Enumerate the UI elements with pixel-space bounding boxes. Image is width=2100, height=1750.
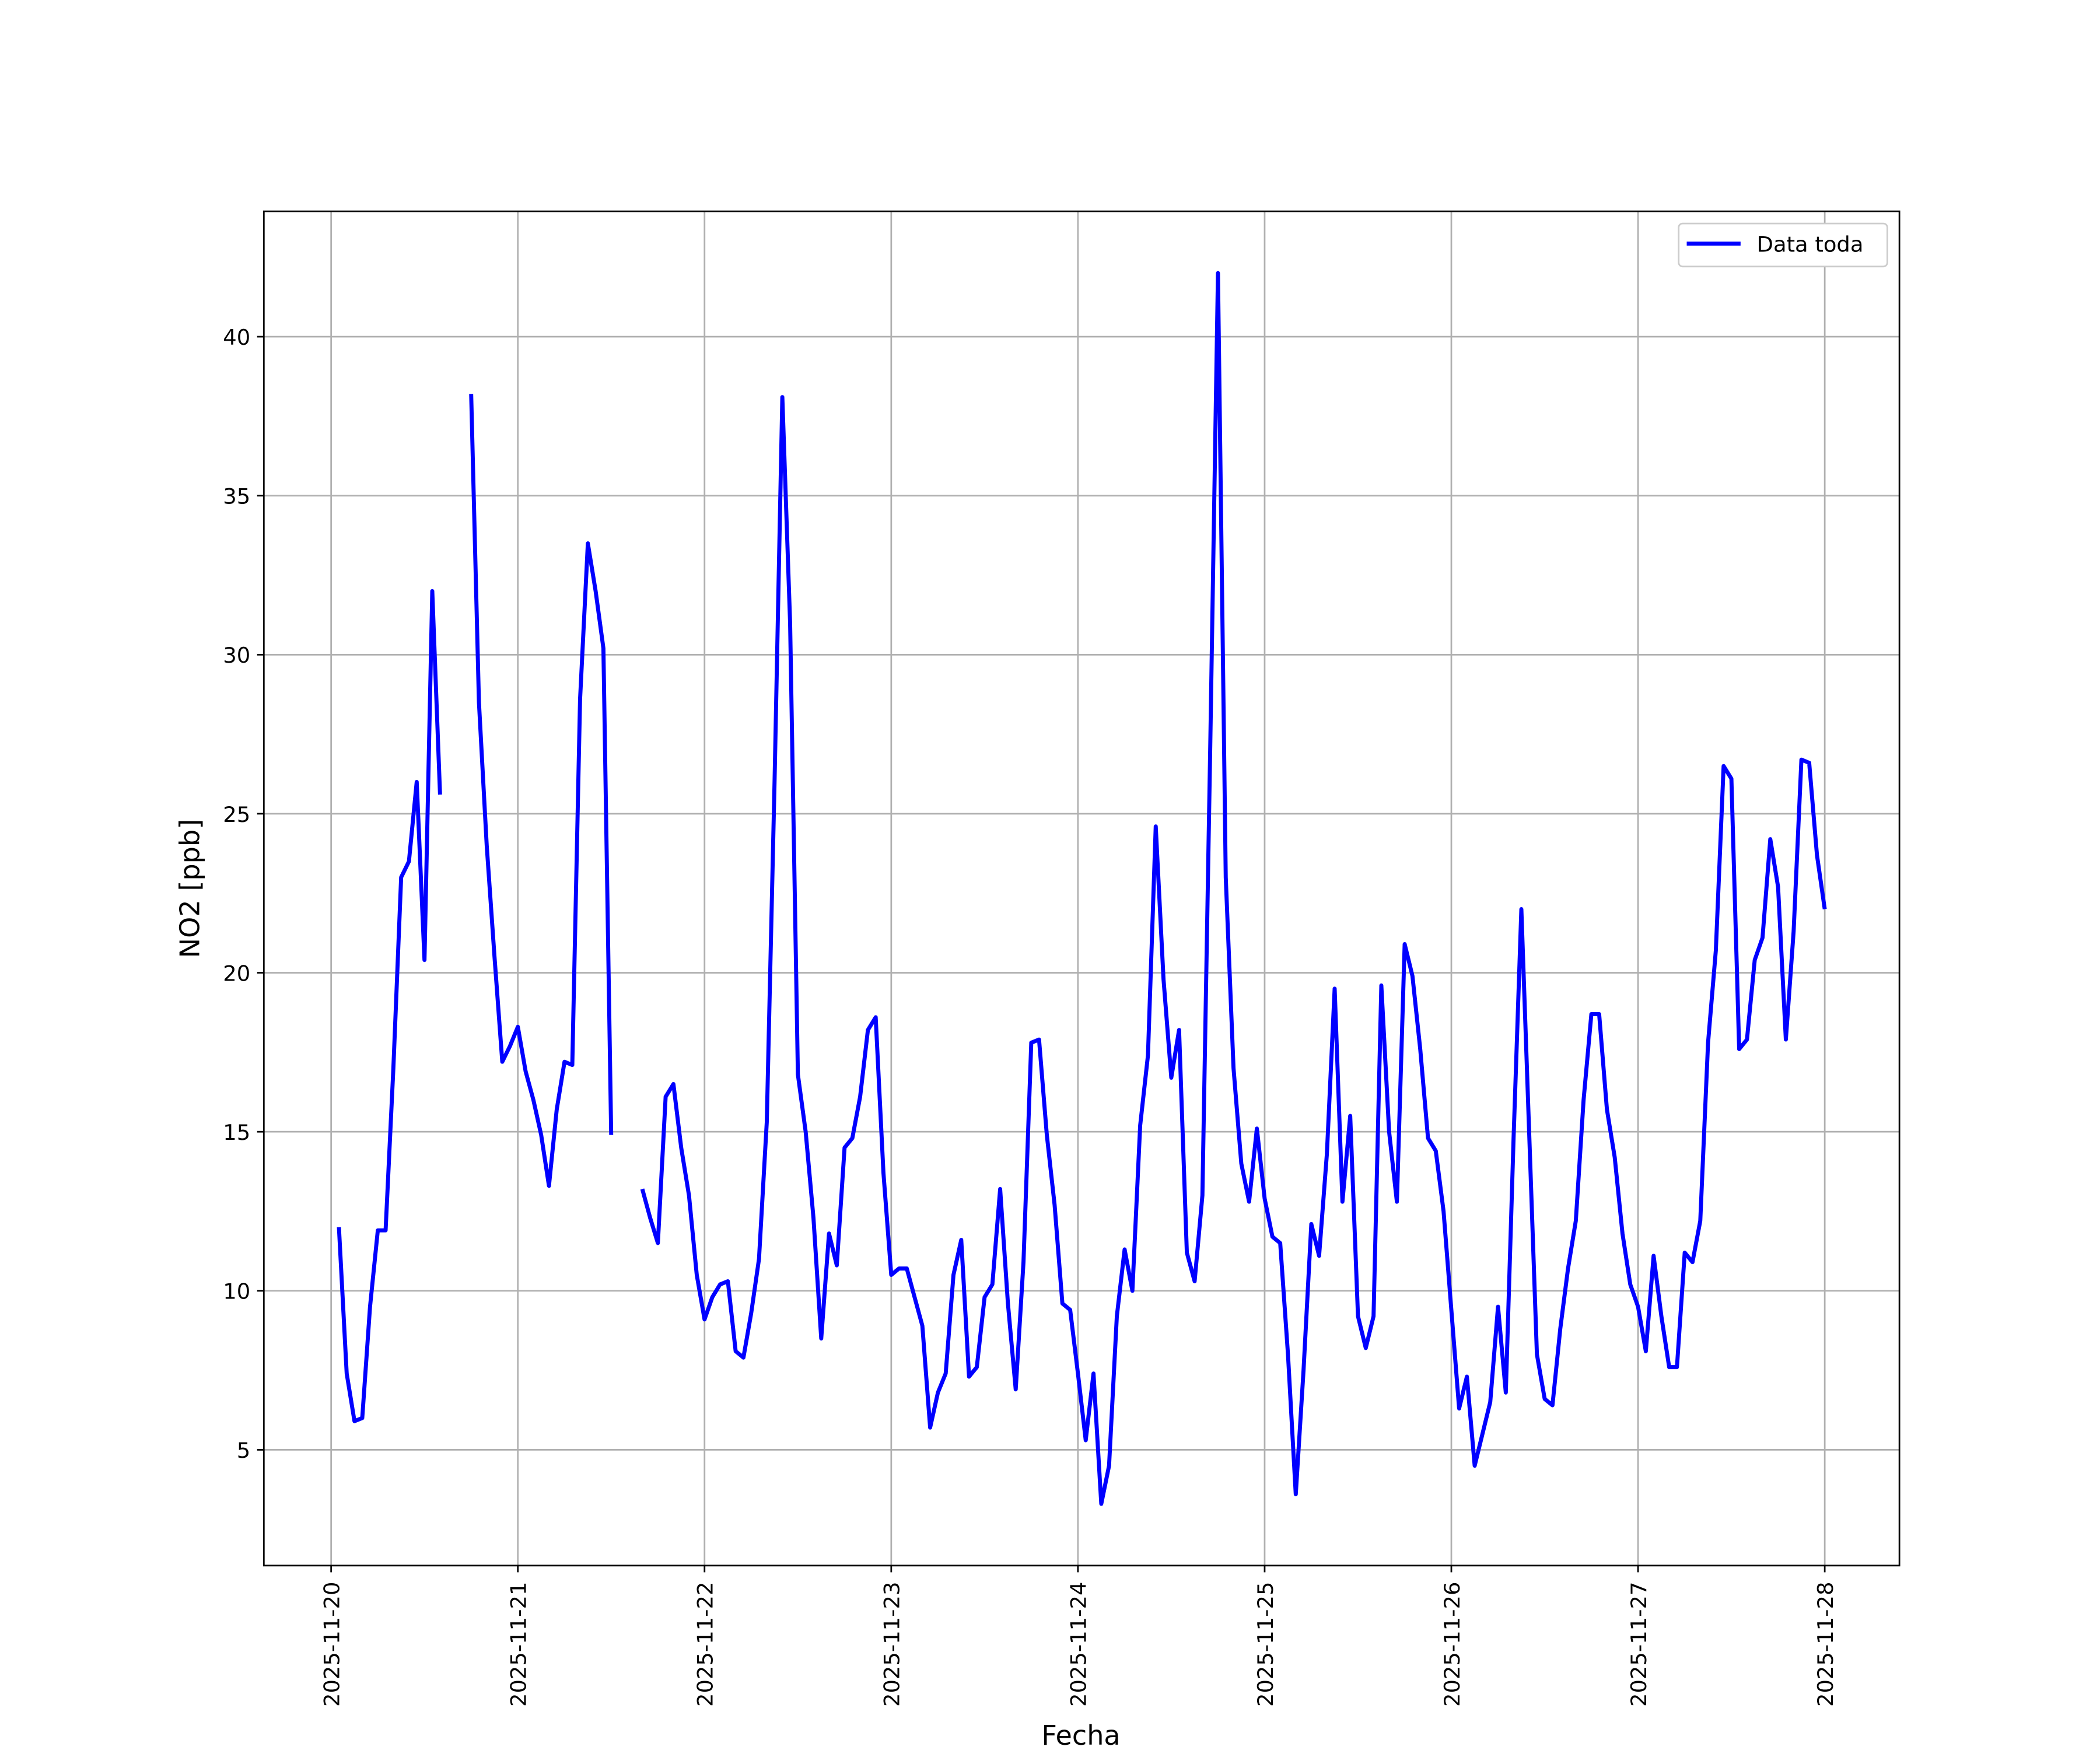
plot-area [337,271,1827,1506]
x-tick-label: 2025-11-28 [1813,1582,1838,1707]
x-tick-label: 2025-11-22 [693,1582,718,1707]
axes-frame [262,210,1901,1567]
x-tick-label: 2025-11-25 [1253,1582,1278,1707]
y-tick-label: 20 [223,961,250,986]
y-tick-label: 25 [223,802,250,827]
x-axis-label: Fecha [1041,1720,1120,1750]
legend: Data toda [1678,222,1888,268]
y-tick-label: 30 [223,643,250,668]
ticks: 5 10 15 20 25 30 35 40 2025-11-20 2025-11-21 2025-… [223,325,1838,1707]
y-tick-label: 5 [237,1438,250,1463]
y-tick-label: 15 [223,1120,250,1145]
y-axis-label: NO2 [ppb] [174,819,206,958]
x-tick-label: 2025-11-21 [506,1582,531,1707]
x-tick-label: 2025-11-26 [1440,1582,1465,1707]
x-tick-label: 2025-11-20 [320,1582,345,1707]
x-tick-label: 2025-11-24 [1066,1582,1091,1707]
grid [264,211,1900,1566]
x-tick-label: 2025-11-23 [880,1582,905,1707]
x-tick-label: 2025-11-27 [1626,1582,1651,1707]
data-line [337,271,1827,1506]
y-tick-label: 40 [223,325,250,350]
legend-frame [1678,222,1888,268]
y-tick-label: 35 [223,484,250,509]
y-tick-label: 10 [223,1279,250,1304]
legend-label: Data toda [1757,232,1864,257]
